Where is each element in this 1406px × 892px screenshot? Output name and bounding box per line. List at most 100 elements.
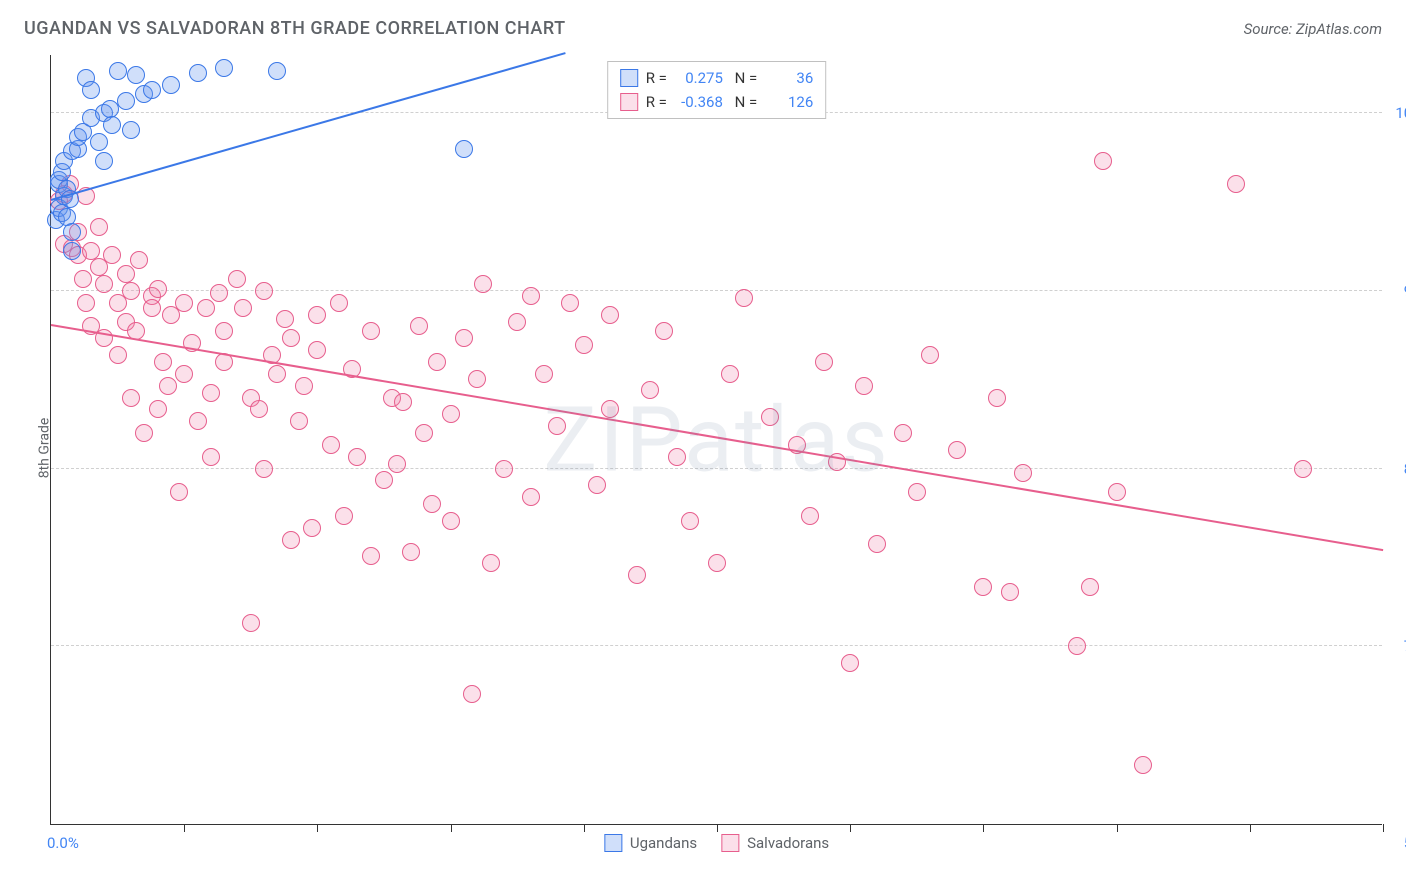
gridline [51, 645, 1382, 646]
salvadorans-point [122, 282, 140, 300]
salvadorans-point [175, 294, 193, 312]
ugandans-point [162, 76, 180, 94]
salvadorans-swatch [620, 93, 638, 111]
salvadorans-point [761, 408, 779, 426]
salvadorans-point [90, 218, 108, 236]
salvadorans-point [974, 578, 992, 596]
x-tick [983, 824, 984, 832]
chart-title: UGANDAN VS SALVADORAN 8TH GRADE CORRELAT… [24, 18, 566, 39]
gridline [51, 290, 1382, 291]
salvadorans-point [117, 265, 135, 283]
chart-plot-area: ZIPatlas R = 0.275 N = 36 R = -0.368 N =… [50, 55, 1382, 825]
ugandans-r-value: 0.275 [675, 66, 723, 90]
salvadorans-point [522, 287, 540, 305]
x-tick [717, 824, 718, 832]
salvadorans-point [601, 306, 619, 324]
ugandans-point [122, 121, 140, 139]
salvadorans-point [894, 424, 912, 442]
salvadorans-point [308, 341, 326, 359]
salvadorans-point [455, 329, 473, 347]
ugandans-point [63, 223, 81, 241]
salvadorans-point [468, 370, 486, 388]
ugandans-point [268, 62, 286, 80]
ugandans-point [127, 66, 145, 84]
salvadorans-point [548, 417, 566, 435]
salvadorans-point [228, 270, 246, 288]
y-tick-label: 85.0% [1388, 460, 1406, 478]
salvadorans-point [588, 476, 606, 494]
y-tick-label: 92.5% [1388, 282, 1406, 300]
salvadorans-point [474, 275, 492, 293]
salvadorans-point [215, 322, 233, 340]
salvadorans-point [948, 441, 966, 459]
stats-legend: R = 0.275 N = 36 R = -0.368 N = 126 [607, 61, 827, 119]
x-tick [317, 824, 318, 832]
x-tick [584, 824, 585, 832]
salvadorans-point [388, 455, 406, 473]
x-tick [1383, 824, 1384, 832]
x-tick [1117, 824, 1118, 832]
ugandans-swatch [620, 69, 638, 87]
ugandans-point [95, 152, 113, 170]
salvadorans-point [415, 424, 433, 442]
r-label: R = [646, 90, 667, 114]
salvadorans-legend-label: Salvadorans [747, 834, 829, 852]
salvadorans-point [330, 294, 348, 312]
salvadorans-point [82, 242, 100, 260]
salvadorans-point [522, 488, 540, 506]
salvadorans-point [335, 507, 353, 525]
series-legend: Ugandans Salvadorans [604, 834, 829, 852]
salvadorans-point [1294, 460, 1312, 478]
salvadorans-point [575, 336, 593, 354]
salvadorans-point [1068, 637, 1086, 655]
salvadorans-point [410, 317, 428, 335]
salvadorans-point [268, 365, 286, 383]
ugandans-legend-label: Ugandans [630, 834, 697, 852]
salvadorans-point [348, 448, 366, 466]
salvadorans-point [303, 519, 321, 537]
salvadorans-point [508, 313, 526, 331]
gridline [51, 468, 1382, 469]
salvadorans-point [668, 448, 686, 466]
salvadorans-point [535, 365, 553, 383]
salvadorans-point [202, 448, 220, 466]
salvadorans-point [402, 543, 420, 561]
salvadorans-point [189, 412, 207, 430]
salvadorans-point [495, 460, 513, 478]
salvadorans-point [282, 531, 300, 549]
salvadorans-point [482, 554, 500, 572]
salvadorans-point [255, 460, 273, 478]
x-tick [184, 824, 185, 832]
salvadorans-point [255, 282, 273, 300]
salvadorans-point [855, 377, 873, 395]
salvadorans-point [815, 353, 833, 371]
ugandans-point [109, 62, 127, 80]
salvadorans-point [170, 483, 188, 501]
salvadorans-point [681, 512, 699, 530]
ugandans-swatch [604, 834, 622, 852]
salvadorans-point [423, 495, 441, 513]
salvadorans-point [109, 346, 127, 364]
salvadorans-point [175, 365, 193, 383]
salvadorans-point [1081, 578, 1099, 596]
salvadorans-point [149, 280, 167, 298]
salvadorans-point [154, 353, 172, 371]
salvadorans-n-value: 126 [765, 90, 813, 114]
salvadorans-point [988, 389, 1006, 407]
salvadorans-point [282, 329, 300, 347]
x-tick [850, 824, 851, 832]
salvadorans-point [1227, 175, 1245, 193]
n-label: N = [731, 66, 757, 90]
salvadorans-point [1108, 483, 1126, 501]
salvadorans-point [561, 294, 579, 312]
source-label: Source: ZipAtlas.com [1244, 20, 1382, 38]
salvadorans-point [868, 535, 886, 553]
salvadorans-point [655, 322, 673, 340]
salvadorans-point [308, 306, 326, 324]
salvadorans-point [801, 507, 819, 525]
salvadorans-point [362, 547, 380, 565]
salvadorans-point [276, 310, 294, 328]
salvadorans-point [290, 412, 308, 430]
salvadorans-point [103, 246, 121, 264]
salvadorans-r-value: -0.368 [675, 90, 723, 114]
